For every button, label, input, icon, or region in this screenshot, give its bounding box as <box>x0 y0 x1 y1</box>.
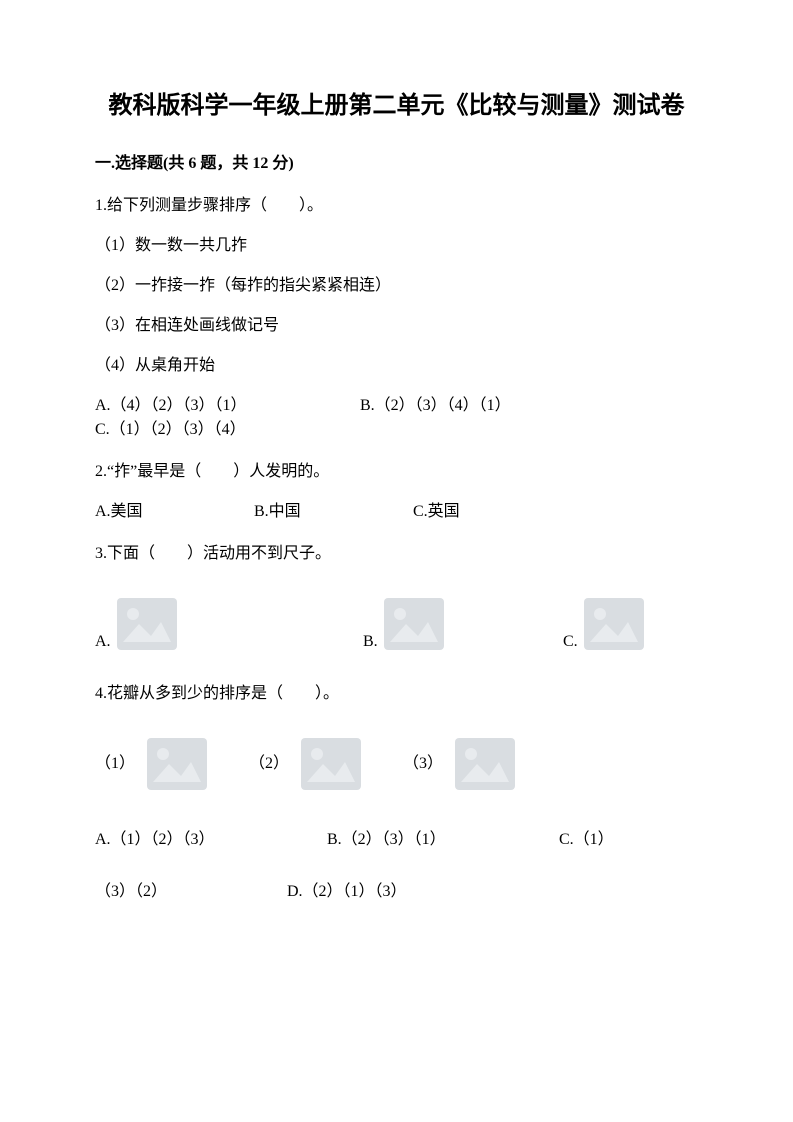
image-placeholder-icon <box>295 734 367 794</box>
q3-option-c-label: C. <box>563 630 578 654</box>
q2-option-c: C.英国 <box>413 500 460 524</box>
image-placeholder-icon <box>378 594 450 654</box>
q3-option-a: A. <box>95 594 363 654</box>
q4-options-line1: A.（1）（2）（3） B.（2）（3）（1） C.（1） <box>95 828 698 852</box>
q4-option-c: C.（1） <box>559 828 614 852</box>
q3-text: 3.下面（ ）活动用不到尺子。 <box>95 542 698 566</box>
section-header: 一.选择题(共 6 题，共 12 分) <box>95 152 698 176</box>
q4-image-2: （2） <box>249 734 367 794</box>
q1-text: 1.给下列测量步骤排序（ ）。 <box>95 194 698 218</box>
q4-images: （1） （2） （3） <box>95 734 698 794</box>
q4-image-1-label: （1） <box>95 752 135 776</box>
q1-option-c: C.（1）（2）（3）（4） <box>95 418 246 442</box>
q2-option-a: A.美国 <box>95 500 250 524</box>
q1-option-a: A.（4）（2）（3）（1） <box>95 394 360 418</box>
q2-text: 2.“拃”最早是（ ）人发明的。 <box>95 460 698 484</box>
q4-option-d: D.（2）（1）（3） <box>287 880 407 904</box>
image-placeholder-icon <box>449 734 521 794</box>
q4-option-a: A.（1）（2）（3） <box>95 828 327 852</box>
question-2: 2.“拃”最早是（ ）人发明的。 A.美国 B.中国 C.英国 <box>95 460 698 524</box>
q3-option-a-label: A. <box>95 630 111 654</box>
q4-image-2-label: （2） <box>249 752 289 776</box>
q4-image-1: （1） <box>95 734 213 794</box>
q3-option-c: C. <box>563 594 650 654</box>
q2-option-b: B.中国 <box>254 500 409 524</box>
q3-options: A. B. C. <box>95 594 698 654</box>
image-placeholder-icon <box>578 594 650 654</box>
image-placeholder-icon <box>141 734 213 794</box>
q2-options: A.美国 B.中国 C.英国 <box>95 500 698 524</box>
q4-image-3-label: （3） <box>403 752 443 776</box>
q1-sub2: （2）一拃接一拃（每拃的指尖紧紧相连） <box>95 274 698 298</box>
q1-sub1: （1）数一数一共几拃 <box>95 234 698 258</box>
image-placeholder-icon <box>111 594 183 654</box>
q4-option-c-cont: （3）（2） <box>95 880 287 904</box>
q1-sub3: （3）在相连处画线做记号 <box>95 314 698 338</box>
q4-text: 4.花瓣从多到少的排序是（ ）。 <box>95 682 698 706</box>
q3-option-b: B. <box>363 594 563 654</box>
question-1: 1.给下列测量步骤排序（ ）。 （1）数一数一共几拃 （2）一拃接一拃（每拃的指… <box>95 194 698 442</box>
q4-options-line2: （3）（2） D.（2）（1）（3） <box>95 880 698 904</box>
q1-sub4: （4）从桌角开始 <box>95 354 698 378</box>
question-4: 4.花瓣从多到少的排序是（ ）。 （1） （2） <box>95 682 698 904</box>
q4-option-b: B.（2）（3）（1） <box>327 828 559 852</box>
question-3: 3.下面（ ）活动用不到尺子。 A. B. C <box>95 542 698 654</box>
page-title: 教科版科学一年级上册第二单元《比较与测量》测试卷 <box>95 90 698 124</box>
q1-options: A.（4）（2）（3）（1） B.（2）（3）（4）（1） C.（1）（2）（3… <box>95 394 698 442</box>
q3-option-b-label: B. <box>363 630 378 654</box>
q4-image-3: （3） <box>403 734 521 794</box>
q1-option-b: B.（2）（3）（4）（1） <box>360 394 625 418</box>
